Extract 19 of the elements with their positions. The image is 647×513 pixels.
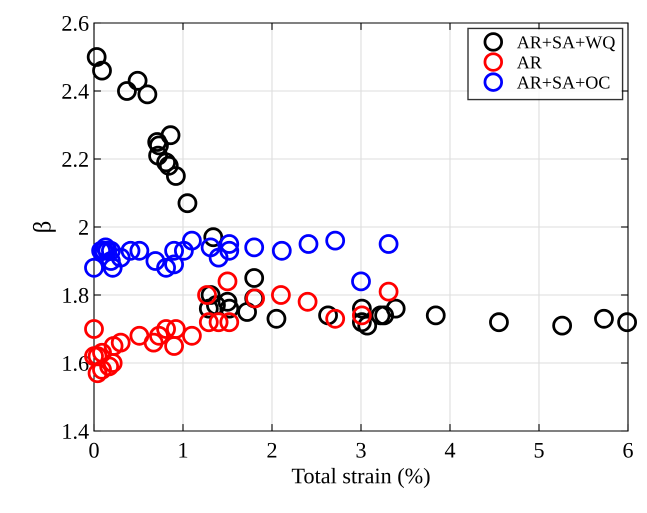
y-tick-label: 2.4 bbox=[62, 84, 89, 100]
y-tick-label: 2.2 bbox=[62, 152, 88, 168]
y-tick-label: 1.4 bbox=[63, 424, 89, 440]
y-tick-label: 2 bbox=[79, 220, 88, 235]
legend-label: AR+SA+WQ bbox=[516, 36, 616, 52]
x-tick-label: 1 bbox=[179, 442, 188, 458]
x-tick-label: 0 bbox=[89, 442, 99, 458]
y-tick-label: 1.8 bbox=[63, 288, 88, 304]
y-axis-title: β bbox=[32, 222, 56, 232]
y-tick-label: 2.6 bbox=[62, 16, 88, 32]
legend-label: AR bbox=[516, 56, 542, 68]
x-tick-label: 3 bbox=[356, 442, 366, 458]
x-tick-label: 6 bbox=[623, 442, 633, 458]
y-tick-label: 1.6 bbox=[63, 356, 88, 372]
legend-label: AR+SA+OC bbox=[516, 76, 610, 89]
x-tick-label: 4 bbox=[444, 442, 456, 458]
x-axis-title: Total strain (%) bbox=[292, 468, 430, 488]
x-tick-label: 2 bbox=[267, 442, 276, 458]
x-tick-label: 5 bbox=[534, 442, 544, 458]
